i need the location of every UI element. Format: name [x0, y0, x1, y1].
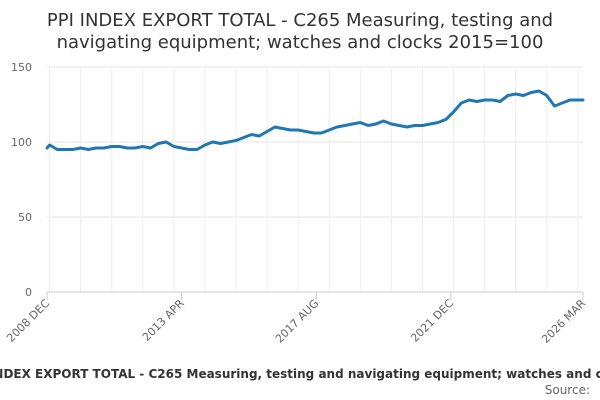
legend-entry[interactable]: PPI INDEX EXPORT TOTAL - C265 Measuring,…: [0, 367, 600, 381]
x-tick-label: 2021 DEC: [408, 297, 456, 345]
y-tick-label: 0: [25, 286, 32, 299]
chart-title-line1: PPI INDEX EXPORT TOTAL - C265 Measuring,…: [47, 10, 553, 31]
x-tick-label: 2008 DEC: [4, 297, 52, 345]
series-line[interactable]: [45, 89, 585, 151]
chart-title-line2: navigating equipment; watches and clocks…: [57, 32, 544, 53]
y-tick-label: 100: [11, 136, 32, 149]
series-layer: [45, 89, 585, 151]
source-label: Source:: [545, 383, 590, 397]
x-tick-label: 2017 AUG: [273, 297, 322, 346]
grid-layer: [47, 66, 583, 292]
y-axis: 0 50 100 150: [11, 61, 32, 299]
y-tick-label: 150: [11, 61, 32, 74]
x-axis: 2008 DEC 2013 APR 2017 AUG 2021 DEC 2026 MAR: [4, 291, 588, 346]
x-tick-label: 2013 APR: [140, 297, 187, 344]
x-tick-label: 2026 MAR: [539, 297, 588, 346]
y-tick-label: 50: [18, 211, 32, 224]
